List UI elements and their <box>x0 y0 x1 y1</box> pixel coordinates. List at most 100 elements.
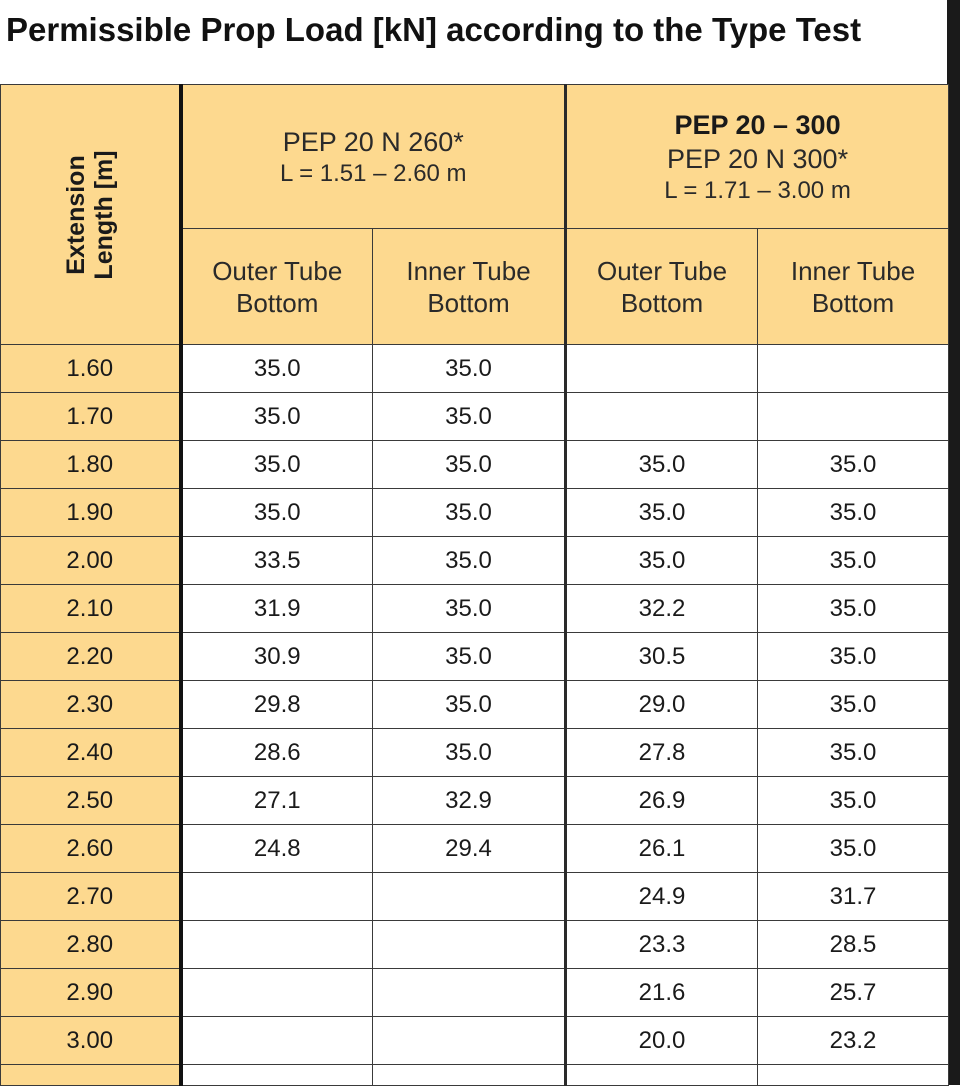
table-row: 2.20 30.9 35.0 30.5 35.0 <box>0 632 950 681</box>
load-value-cell: 35.0 <box>371 584 568 633</box>
position-header: Inner Tube Bottom <box>371 228 568 345</box>
table-row: 2.40 28.6 35.0 27.8 35.0 <box>0 728 950 777</box>
table-row: 1.70 35.0 35.0 <box>0 392 950 441</box>
group2-name: PEP 20 N 300* <box>666 143 849 174</box>
load-value-cell <box>565 392 759 441</box>
load-value-cell: 21.6 <box>565 968 759 1017</box>
load-value-cell: 29.0 <box>565 680 759 729</box>
load-value-cell <box>757 392 950 441</box>
load-value-cell: 35.0 <box>757 776 950 825</box>
load-value-cell: 35.0 <box>757 728 950 777</box>
load-value-cell: 35.0 <box>757 584 950 633</box>
position-sublabel: Bottom <box>236 287 319 318</box>
load-value-cell <box>371 1064 568 1086</box>
load-value-cell <box>371 920 568 969</box>
load-value-cell: 35.0 <box>371 440 568 489</box>
extension-length-cell: 3.00 <box>0 1016 183 1065</box>
load-value-cell: 35.0 <box>371 344 568 393</box>
extension-length-cell: 2.80 <box>0 920 183 969</box>
load-value-cell: 30.9 <box>180 632 373 681</box>
extension-label: Extension <box>61 154 90 275</box>
load-value-cell <box>180 1016 373 1065</box>
table-row: 1.80 35.0 35.0 35.0 35.0 <box>0 440 950 489</box>
load-value-cell: 30.5 <box>565 632 759 681</box>
extension-length-cell: 1.70 <box>0 392 183 441</box>
load-value-cell: 27.1 <box>180 776 373 825</box>
load-value-cell: 35.0 <box>757 440 950 489</box>
load-value-cell: 26.9 <box>565 776 759 825</box>
position-label: Inner Tube <box>790 255 916 286</box>
load-value-cell: 24.8 <box>180 824 373 873</box>
load-value-cell: 35.0 <box>371 536 568 585</box>
load-value-cell <box>180 968 373 1017</box>
load-value-cell: 35.0 <box>757 632 950 681</box>
position-sublabel: Bottom <box>620 287 704 318</box>
table-row: 2.00 33.5 35.0 35.0 35.0 <box>0 536 950 585</box>
load-value-cell: 35.0 <box>371 728 568 777</box>
load-value-cell: 35.0 <box>757 824 950 873</box>
table-row: 1.90 35.0 35.0 35.0 35.0 <box>0 488 950 537</box>
load-value-cell: 23.2 <box>757 1016 950 1065</box>
extension-length-cell: 1.80 <box>0 440 183 489</box>
load-value-cell: 35.0 <box>565 488 759 537</box>
load-value-cell: 35.0 <box>757 536 950 585</box>
table-row: 2.30 29.8 35.0 29.0 35.0 <box>0 680 950 729</box>
load-value-cell: 20.0 <box>565 1016 759 1065</box>
load-value-cell: 28.6 <box>180 728 373 777</box>
load-value-cell: 35.0 <box>757 680 950 729</box>
load-value-cell <box>180 920 373 969</box>
load-value-cell <box>565 344 759 393</box>
right-edge-bar <box>947 0 960 1085</box>
load-value-cell: 35.0 <box>180 440 373 489</box>
table-row: 2.50 27.1 32.9 26.9 35.0 <box>0 776 950 825</box>
load-value-cell: 35.0 <box>371 488 568 537</box>
load-value-cell: 31.7 <box>757 872 950 921</box>
extension-length-cell: 2.30 <box>0 680 183 729</box>
table-row <box>0 1064 950 1086</box>
load-value-cell: 35.0 <box>757 488 950 537</box>
load-value-cell: 35.0 <box>180 392 373 441</box>
extension-length-header: Extension Length [m] <box>0 84 183 345</box>
extension-length-cell: 2.10 <box>0 584 183 633</box>
load-value-cell: 35.0 <box>371 632 568 681</box>
table-row: 2.60 24.8 29.4 26.1 35.0 <box>0 824 950 873</box>
load-value-cell: 35.0 <box>180 488 373 537</box>
position-label: Outer Tube <box>596 255 728 286</box>
load-value-cell: 35.0 <box>180 344 373 393</box>
position-label: Inner Tube <box>406 255 531 286</box>
extension-length-cell: 2.50 <box>0 776 183 825</box>
load-value-cell: 29.8 <box>180 680 373 729</box>
load-value-cell <box>565 1064 759 1086</box>
load-value-cell: 35.0 <box>371 680 568 729</box>
position-header: Outer Tube Bottom <box>180 228 373 345</box>
extension-length-cell: 2.90 <box>0 968 183 1017</box>
page-title: Permissible Prop Load [kN] according to … <box>6 11 862 48</box>
load-value-cell <box>757 344 950 393</box>
position-header: Outer Tube Bottom <box>565 228 759 345</box>
load-value-cell: 25.7 <box>757 968 950 1017</box>
extension-length-cell: 2.60 <box>0 824 183 873</box>
table-row: 2.10 31.9 35.0 32.2 35.0 <box>0 584 950 633</box>
load-value-cell: 24.9 <box>565 872 759 921</box>
group-header-pep20n260: PEP 20 N 260* L = 1.51 – 2.60 m <box>179 84 568 229</box>
position-header: Inner Tube Bottom <box>757 228 950 345</box>
load-value-cell: 29.4 <box>371 824 568 873</box>
position-sublabel: Bottom <box>811 287 895 318</box>
load-value-cell <box>371 872 568 921</box>
load-value-cell: 23.3 <box>565 920 759 969</box>
extension-length-cell: 1.90 <box>0 488 183 537</box>
extension-length-cell: 2.00 <box>0 536 183 585</box>
group-header-pep20-300: PEP 20 – 300 PEP 20 N 300* L = 1.71 – 3.… <box>565 84 950 229</box>
load-value-cell <box>757 1064 950 1086</box>
load-value-cell: 32.2 <box>565 584 759 633</box>
extension-length-cell: 2.20 <box>0 632 183 681</box>
length-unit-label: Length [m] <box>89 149 118 280</box>
table-row: 2.90 21.6 25.7 <box>0 968 950 1017</box>
load-value-cell: 32.9 <box>371 776 568 825</box>
load-value-cell <box>371 1016 568 1065</box>
group1-range: L = 1.51 – 2.60 m <box>279 159 467 187</box>
load-value-cell: 28.5 <box>757 920 950 969</box>
prop-load-table: Extension Length [m] PEP 20 N 260* L = 1… <box>0 84 950 1086</box>
load-value-cell: 35.0 <box>565 536 759 585</box>
extension-length-cell: 1.60 <box>0 344 183 393</box>
